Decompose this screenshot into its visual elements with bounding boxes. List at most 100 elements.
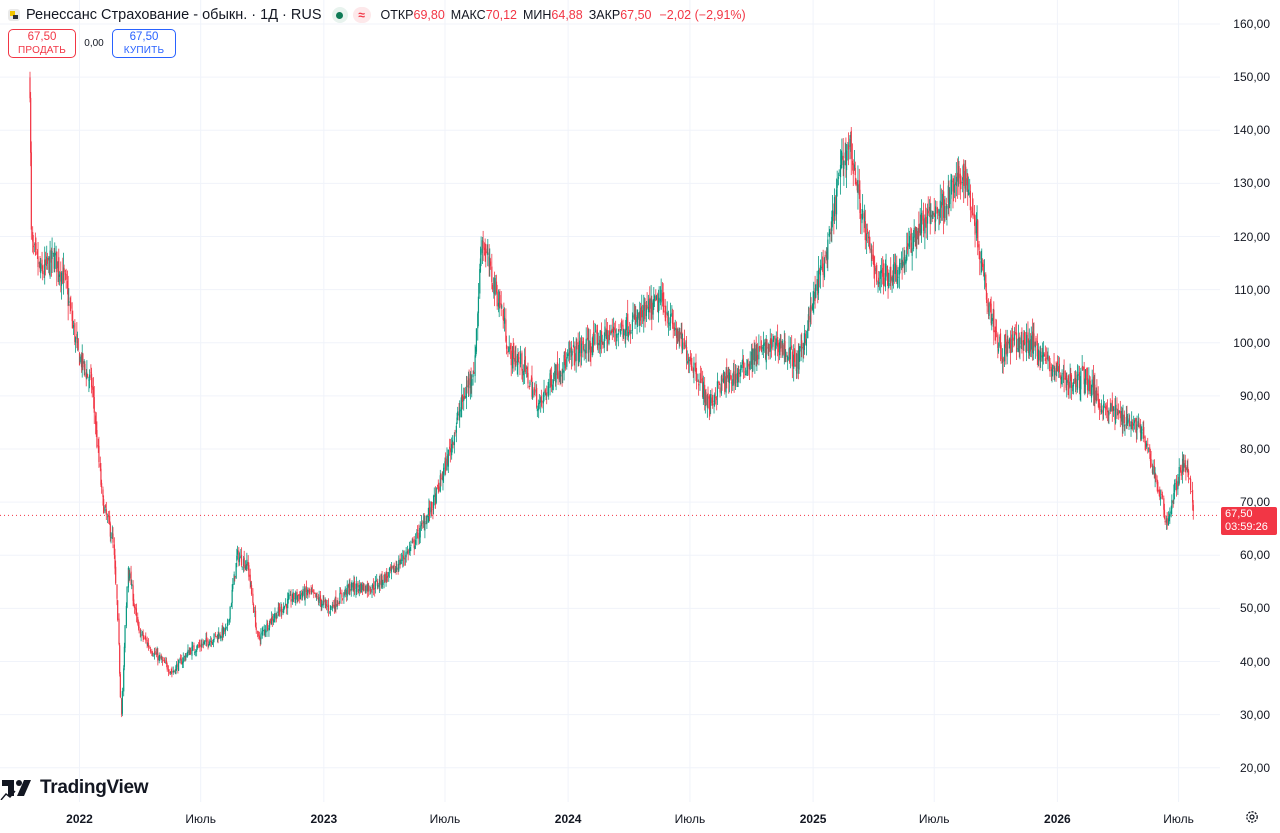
candle (1009, 337, 1011, 354)
candle (1133, 415, 1135, 433)
candle (243, 550, 245, 572)
candle (554, 362, 556, 382)
candle (1103, 401, 1105, 409)
approx-data-icon[interactable]: ≈ (352, 7, 371, 23)
candle (876, 262, 878, 285)
candle (1007, 335, 1009, 354)
candle (137, 612, 139, 626)
candle (1092, 365, 1095, 406)
candle (1130, 421, 1132, 437)
candle (101, 479, 103, 494)
candle (100, 462, 102, 488)
candle (750, 343, 753, 370)
x-tick-label: 2026 (1044, 812, 1071, 826)
candle (571, 348, 573, 367)
candle (72, 310, 74, 329)
candle (918, 211, 920, 245)
candle (363, 583, 365, 591)
candle (674, 319, 676, 336)
candle (685, 340, 687, 349)
buy-price: 67,50 (129, 30, 159, 43)
tradingview-logo[interactable]: TradingView (0, 776, 149, 800)
candle (878, 271, 880, 291)
candle (922, 210, 924, 225)
candle (308, 587, 310, 598)
candle (484, 238, 486, 262)
market-status-icon[interactable] (331, 7, 348, 23)
candle (550, 366, 552, 393)
candle (405, 547, 407, 563)
candle (274, 607, 276, 623)
candle (202, 639, 204, 649)
candle (552, 372, 555, 391)
candle (999, 334, 1001, 349)
candle (866, 223, 868, 255)
candle (1014, 324, 1016, 336)
candle (545, 392, 547, 401)
sell-button[interactable]: 67,50 ПРОДАТЬ (8, 29, 76, 58)
candle (133, 593, 135, 607)
candle (91, 377, 93, 398)
candle (242, 555, 245, 573)
candle (1137, 413, 1139, 427)
candle (1112, 405, 1114, 412)
candle (1170, 505, 1172, 518)
candle (558, 358, 561, 383)
candle (455, 422, 457, 443)
candle (538, 394, 540, 409)
candle (817, 255, 820, 301)
symbol-title[interactable]: Ренессанс Страхование - обыкн. · 1Д · RU… (26, 7, 322, 23)
candle (822, 249, 824, 288)
candle (789, 337, 791, 369)
candle (979, 251, 981, 276)
candle (598, 335, 601, 354)
candle (230, 602, 233, 607)
candle (607, 322, 609, 352)
candle (653, 294, 656, 307)
spread-value: 0,00 (84, 38, 104, 49)
candle (165, 657, 168, 668)
candle (465, 386, 467, 399)
candle (613, 317, 615, 338)
candle (730, 375, 733, 394)
candle (797, 343, 799, 380)
candle (732, 373, 734, 392)
candle (673, 322, 676, 336)
candle (135, 603, 138, 623)
candle (412, 537, 414, 544)
candle (500, 291, 502, 317)
candle (754, 342, 756, 374)
candle (1121, 406, 1123, 425)
candle (541, 400, 543, 409)
candle (658, 286, 660, 311)
candle (522, 364, 524, 385)
candle (65, 268, 67, 289)
candle (63, 264, 65, 284)
settings-icon[interactable] (1245, 810, 1259, 824)
candle (524, 346, 526, 375)
candle (891, 275, 893, 293)
candle (66, 270, 69, 295)
candle (254, 605, 257, 628)
candle (1091, 369, 1093, 396)
y-tick-label: 70,00 (1239, 495, 1270, 510)
candle (1105, 402, 1107, 419)
candle (958, 161, 960, 196)
candle (155, 648, 158, 658)
candle (960, 175, 962, 190)
candle (733, 359, 735, 393)
candle (240, 547, 243, 567)
candle (866, 223, 868, 244)
candle (1166, 512, 1168, 530)
candle (1136, 415, 1138, 440)
candle (1123, 410, 1125, 432)
candle (458, 402, 460, 421)
candle (928, 199, 931, 218)
candle (915, 226, 917, 259)
candle (116, 584, 118, 606)
candle (542, 392, 544, 413)
candle (779, 333, 781, 349)
buy-button[interactable]: 67,50 КУПИТЬ (112, 29, 176, 58)
candle (591, 337, 593, 358)
